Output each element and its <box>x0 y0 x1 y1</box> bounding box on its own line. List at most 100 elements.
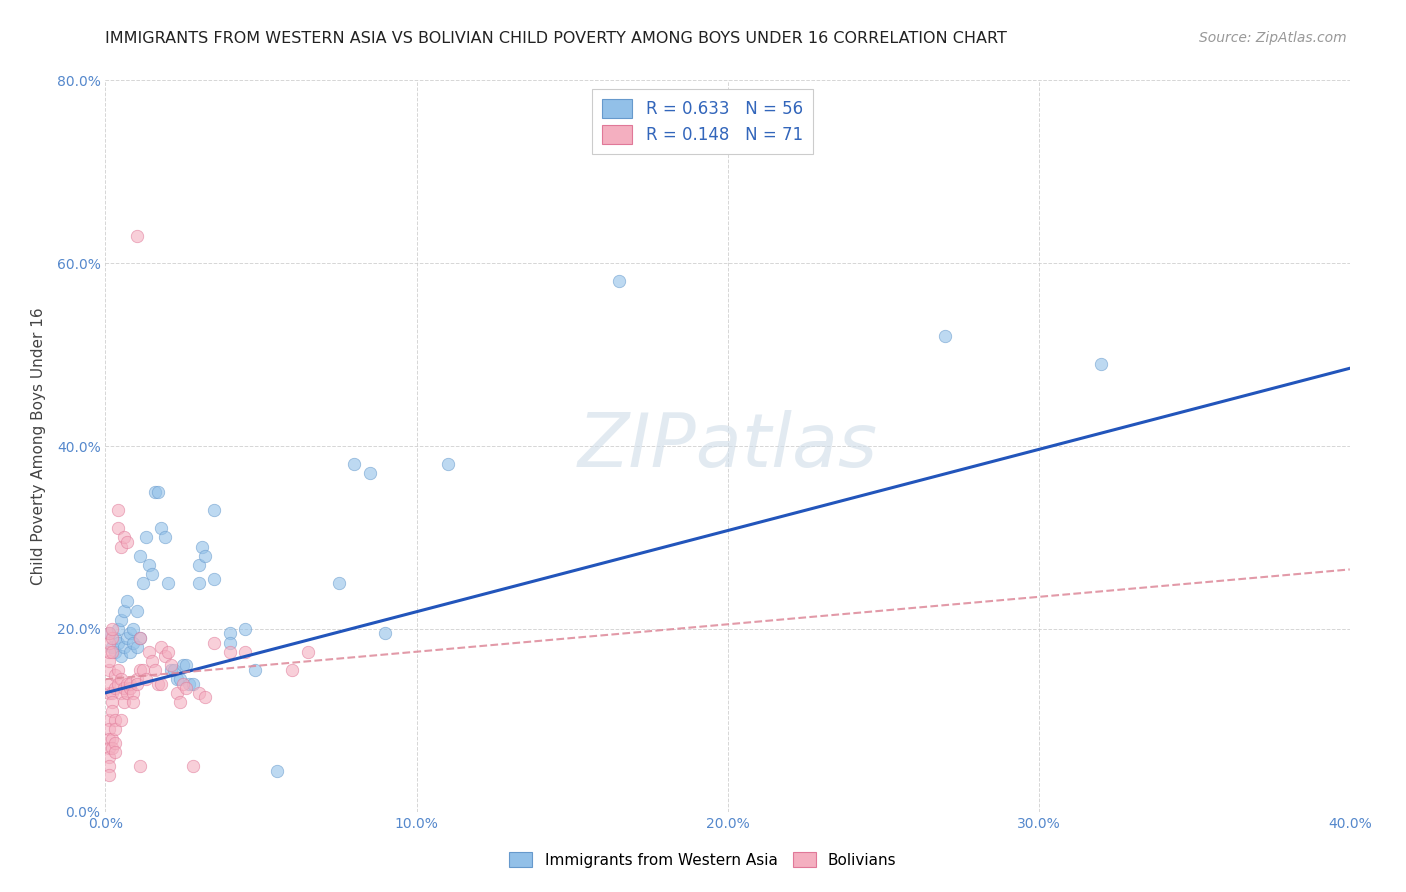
Point <box>97 723 120 737</box>
Point <box>135 530 157 544</box>
Point <box>110 649 132 664</box>
Text: Source: ZipAtlas.com: Source: ZipAtlas.com <box>1199 31 1347 45</box>
Point <box>297 645 319 659</box>
Point <box>153 530 176 544</box>
Legend: Immigrants from Western Asia, Bolivians: Immigrants from Western Asia, Bolivians <box>503 846 903 873</box>
Point <box>436 457 458 471</box>
Y-axis label: Child Poverty Among Boys Under 16: Child Poverty Among Boys Under 16 <box>31 307 45 585</box>
Point <box>191 540 214 554</box>
Point <box>166 686 188 700</box>
Point <box>104 736 127 750</box>
Point <box>100 631 122 645</box>
Point <box>150 640 173 655</box>
Point <box>107 663 129 677</box>
Point <box>100 704 122 718</box>
Point <box>115 631 138 645</box>
Point <box>235 645 257 659</box>
Point <box>97 759 120 773</box>
Point <box>110 540 132 554</box>
Point <box>97 686 120 700</box>
Point <box>125 603 148 617</box>
Point <box>169 695 191 709</box>
Point <box>112 681 135 696</box>
Point <box>97 714 120 728</box>
Point <box>97 663 120 677</box>
Point <box>128 631 150 645</box>
Point <box>100 645 122 659</box>
Point <box>163 663 186 677</box>
Point <box>159 658 181 673</box>
Point <box>187 576 209 591</box>
Point <box>97 676 120 690</box>
Point <box>138 558 160 572</box>
Point <box>235 622 257 636</box>
Point <box>112 603 135 617</box>
Point <box>120 681 142 696</box>
Point <box>112 695 135 709</box>
Point <box>166 672 188 686</box>
Point <box>104 714 127 728</box>
Point <box>107 521 129 535</box>
Point <box>194 690 217 705</box>
Point <box>104 723 127 737</box>
Point <box>112 530 135 544</box>
Point <box>181 759 204 773</box>
Point <box>100 695 122 709</box>
Point <box>125 676 148 690</box>
Point <box>125 640 148 655</box>
Point <box>97 626 120 640</box>
Point <box>202 503 225 517</box>
Point <box>218 645 242 659</box>
Point <box>132 576 155 591</box>
Point <box>135 672 157 686</box>
Point <box>176 658 198 673</box>
Point <box>104 745 127 759</box>
Point <box>125 228 148 243</box>
Point <box>97 749 120 764</box>
Point <box>122 695 145 709</box>
Point <box>1090 357 1112 371</box>
Point <box>169 672 191 686</box>
Point <box>153 649 176 664</box>
Point <box>97 654 120 668</box>
Text: IMMIGRANTS FROM WESTERN ASIA VS BOLIVIAN CHILD POVERTY AMONG BOYS UNDER 16 CORRE: IMMIGRANTS FROM WESTERN ASIA VS BOLIVIAN… <box>105 31 1007 46</box>
Point <box>187 686 209 700</box>
Point <box>202 635 225 649</box>
Point <box>107 676 129 690</box>
Point <box>112 640 135 655</box>
Point <box>138 645 160 659</box>
Point <box>97 635 120 649</box>
Text: ZIPatlas: ZIPatlas <box>578 410 877 482</box>
Point <box>100 640 122 655</box>
Point <box>110 672 132 686</box>
Point <box>120 626 142 640</box>
Point <box>97 731 120 746</box>
Point <box>128 663 150 677</box>
Point <box>141 654 163 668</box>
Point <box>218 626 242 640</box>
Point <box>143 663 166 677</box>
Point <box>179 676 201 690</box>
Point <box>194 549 217 563</box>
Point <box>97 626 120 640</box>
Point <box>104 645 127 659</box>
Point <box>150 676 173 690</box>
Point <box>172 676 194 690</box>
Point <box>110 686 132 700</box>
Point <box>266 764 288 778</box>
Point <box>115 594 138 608</box>
Point <box>132 663 155 677</box>
Point <box>100 731 122 746</box>
Point <box>143 484 166 499</box>
Point <box>281 663 304 677</box>
Point <box>115 676 138 690</box>
Point <box>97 645 120 659</box>
Point <box>172 658 194 673</box>
Point <box>115 686 138 700</box>
Point <box>100 622 122 636</box>
Point <box>120 645 142 659</box>
Point <box>122 635 145 649</box>
Point <box>104 667 127 681</box>
Point <box>187 558 209 572</box>
Point <box>97 740 120 755</box>
